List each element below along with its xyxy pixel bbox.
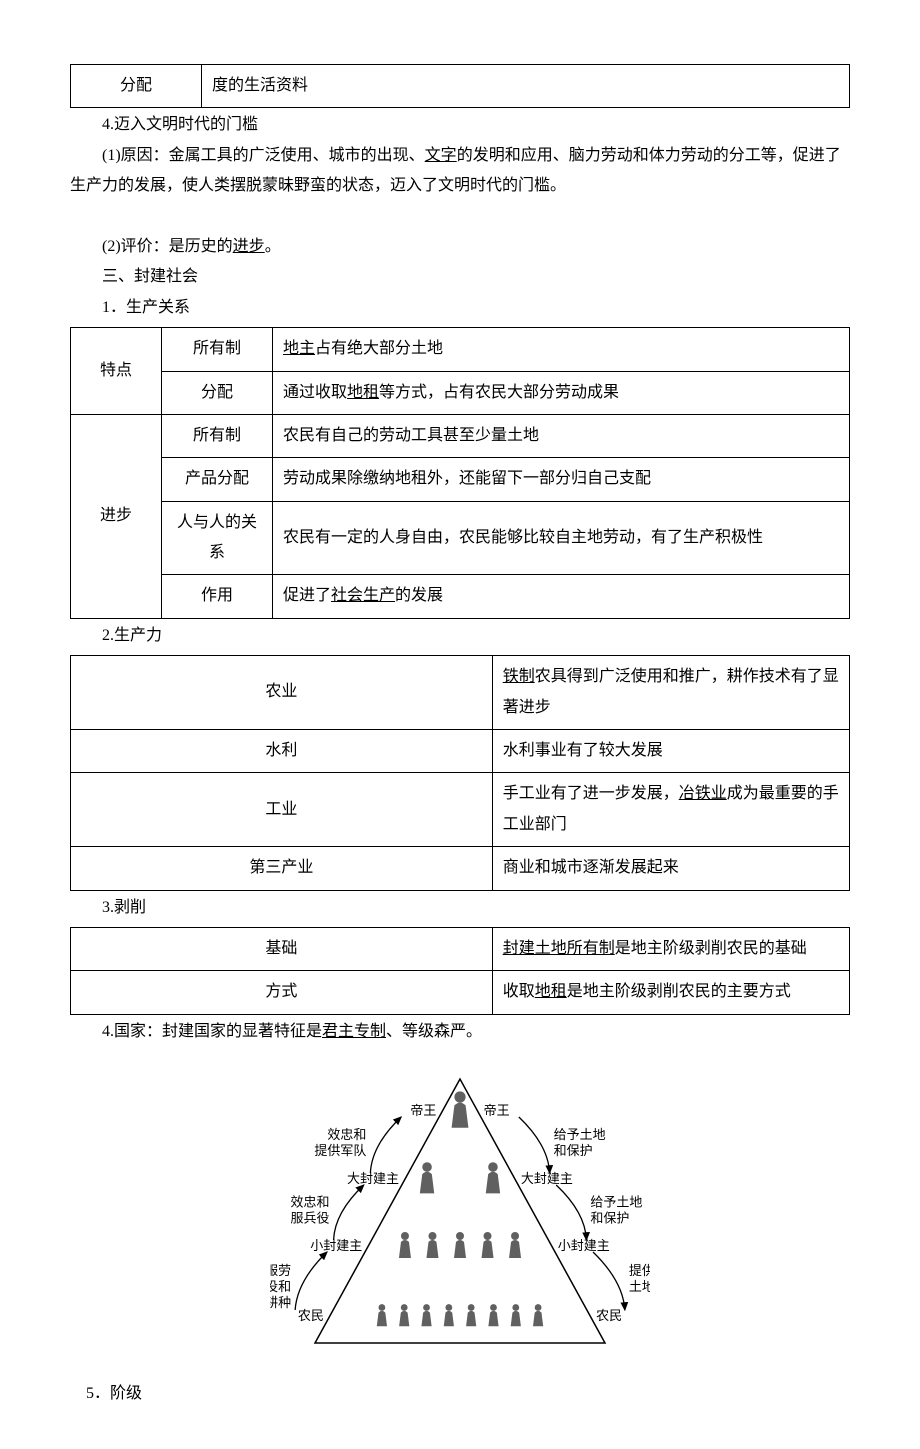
- ss3-heading: 3.剥削: [70, 893, 850, 923]
- s4-p1-a: (1)原因：金属工具的广泛使用、城市的出现、: [102, 147, 425, 164]
- feudal-pyramid-diagram: 帝王帝王大封建主大封建主小封建主小封建主农民农民效忠和提供军队效忠和服兵役服劳役…: [70, 1061, 850, 1372]
- ss1-rowhead1: 特点: [71, 328, 162, 415]
- section-4-heading: 4.迈入文明时代的门槛: [70, 110, 850, 140]
- table-exploitation: 基础 封建土地所有制是地主阶级剥削农民的基础 方式 收取地租是地主阶级剥削农民的…: [70, 927, 850, 1015]
- svg-text:提供军队: 提供军队: [314, 1143, 366, 1158]
- ss2-r2c2: 水利事业有了较大发展: [492, 730, 849, 773]
- svg-text:土地: 土地: [629, 1279, 650, 1294]
- ss4-u: 君主专制: [322, 1023, 386, 1040]
- s4-p1: (1)原因：金属工具的广泛使用、城市的出现、文字的发明和应用、脑力劳动和体力劳动…: [70, 141, 850, 202]
- ss3-r1c1: 基础: [71, 927, 493, 970]
- ss1-r3c2: 所有制: [162, 414, 273, 457]
- svg-text:效忠和: 效忠和: [291, 1195, 330, 1210]
- section-3-title: 三、封建社会: [70, 262, 850, 292]
- s4-num: 4.: [102, 116, 114, 133]
- ss1-r6c3-u: 社会生产: [331, 587, 395, 604]
- pyramid-svg: 帝王帝王大封建主大封建主小封建主小封建主农民农民效忠和提供军队效忠和服兵役服劳役…: [270, 1061, 650, 1361]
- ss1-r2c3-u: 地租: [347, 384, 379, 401]
- svg-text:提供农耕: 提供农耕: [629, 1263, 650, 1278]
- top-col2: 度的生活资料: [202, 65, 850, 108]
- ss2-r2c1: 水利: [71, 730, 493, 773]
- ss1-heading: 1．生产关系: [70, 293, 850, 323]
- ss3-r1c2-rest: 是地主阶级剥削农民的基础: [615, 940, 807, 957]
- svg-text:帝王: 帝王: [484, 1103, 510, 1118]
- ss1-r6c3-a: 促进了: [283, 587, 331, 604]
- svg-text:耕种: 耕种: [270, 1295, 291, 1310]
- ss2-heading: 2.生产力: [70, 621, 850, 651]
- s4-p2-b: 。: [265, 238, 281, 255]
- svg-text:役和: 役和: [270, 1279, 291, 1294]
- ss1-r2c2: 分配: [162, 371, 273, 414]
- s4-text: 迈入文明时代的门槛: [114, 116, 258, 133]
- ss1-r1c3-u: 地主: [283, 340, 315, 357]
- svg-text:小封建主: 小封建主: [558, 1238, 610, 1253]
- ss1-r2c3: 通过收取地租等方式，占有农民大部分劳动成果: [273, 371, 850, 414]
- ss1-r1c3: 地主占有绝大部分土地: [273, 328, 850, 371]
- ss4-a: 4.国家：封建国家的显著特征是: [102, 1023, 322, 1040]
- top-fragment-table: 分配 度的生活资料: [70, 64, 850, 108]
- ss1-r6c3: 促进了社会生产的发展: [273, 575, 850, 618]
- ss2-r4c1: 第三产业: [71, 847, 493, 890]
- s4-p1-u: 文字: [425, 147, 457, 164]
- svg-text:和保护: 和保护: [554, 1143, 593, 1158]
- svg-text:农民: 农民: [298, 1308, 324, 1323]
- ss3-r2c2-u: 地租: [535, 983, 567, 1000]
- ss3-r2c1: 方式: [71, 971, 493, 1014]
- svg-text:给予土地: 给予土地: [590, 1195, 642, 1210]
- ss2-r3c1: 工业: [71, 773, 493, 847]
- svg-text:服兵役: 服兵役: [291, 1211, 330, 1226]
- svg-text:农民: 农民: [596, 1308, 622, 1323]
- ss2-r3c2-a: 手工业有了进一步发展，: [503, 785, 679, 802]
- svg-text:效忠和: 效忠和: [327, 1127, 366, 1142]
- table-productivity: 农业 铁制农具得到广泛使用和推广，耕作技术有了显著进步 水利 水利事业有了较大发…: [70, 655, 850, 890]
- top-col1: 分配: [71, 65, 202, 108]
- ss2-r1c1: 农业: [71, 656, 493, 730]
- ss1-r4c2: 产品分配: [162, 458, 273, 501]
- ss4-line: 4.国家：封建国家的显著特征是君主专制、等级森严。: [70, 1017, 850, 1047]
- ss1-r1c3-rest: 占有绝大部分土地: [315, 340, 443, 357]
- ss2-r1c2-u: 铁制: [503, 668, 535, 685]
- svg-text:帝王: 帝王: [410, 1103, 436, 1118]
- svg-text:大封建主: 大封建主: [521, 1171, 573, 1186]
- ss3-r2c2-b: 是地主阶级剥削农民的主要方式: [567, 983, 791, 1000]
- ss1-r6c2: 作用: [162, 575, 273, 618]
- ss3-r2c2: 收取地租是地主阶级剥削农民的主要方式: [492, 971, 849, 1014]
- ss3-r2c2-a: 收取: [503, 983, 535, 1000]
- s4-p2: (2)评价：是历史的进步。: [70, 232, 850, 262]
- ss1-r5c2: 人与人的关系: [162, 501, 273, 575]
- ss4-b: 、等级森严。: [386, 1023, 482, 1040]
- svg-text:大封建主: 大封建主: [347, 1171, 399, 1186]
- ss1-r1c2: 所有制: [162, 328, 273, 371]
- ss1-r6c3-b: 的发展: [395, 587, 443, 604]
- svg-text:服劳: 服劳: [270, 1263, 291, 1278]
- ss1-r5c3: 农民有一定的人身自由，农民能够比较自主地劳动，有了生产积极性: [273, 501, 850, 575]
- ss2-r3c2: 手工业有了进一步发展，冶铁业成为最重要的手工业部门: [492, 773, 849, 847]
- ss1-r3c3: 农民有自己的劳动工具甚至少量土地: [273, 414, 850, 457]
- s4-p2-u: 进步: [233, 238, 265, 255]
- svg-text:和保护: 和保护: [590, 1211, 629, 1226]
- ss5-heading: 5．阶级: [70, 1379, 850, 1409]
- table-production-relations: 特点 所有制 地主占有绝大部分土地 分配 通过收取地租等方式，占有农民大部分劳动…: [70, 327, 850, 619]
- ss1-rowhead2: 进步: [71, 414, 162, 618]
- ss1-r2c3-a: 通过收取: [283, 384, 347, 401]
- ss2-r1c2-rest: 农具得到广泛使用和推广，耕作技术有了显著进步: [503, 668, 839, 715]
- ss2-r4c2: 商业和城市逐渐发展起来: [492, 847, 849, 890]
- ss2-r3c2-u: 冶铁业: [679, 785, 727, 802]
- ss1-r2c3-b: 等方式，占有农民大部分劳动成果: [379, 384, 619, 401]
- svg-text:小封建主: 小封建主: [310, 1238, 362, 1253]
- ss3-r1c2-u: 封建土地所有制: [503, 940, 615, 957]
- ss3-r1c2: 封建土地所有制是地主阶级剥削农民的基础: [492, 927, 849, 970]
- svg-text:给予土地: 给予土地: [554, 1127, 606, 1142]
- ss1-r4c3: 劳动成果除缴纳地租外，还能留下一部分归自己支配: [273, 458, 850, 501]
- s4-p2-a: (2)评价：是历史的: [102, 238, 233, 255]
- ss2-r1c2: 铁制农具得到广泛使用和推广，耕作技术有了显著进步: [492, 656, 849, 730]
